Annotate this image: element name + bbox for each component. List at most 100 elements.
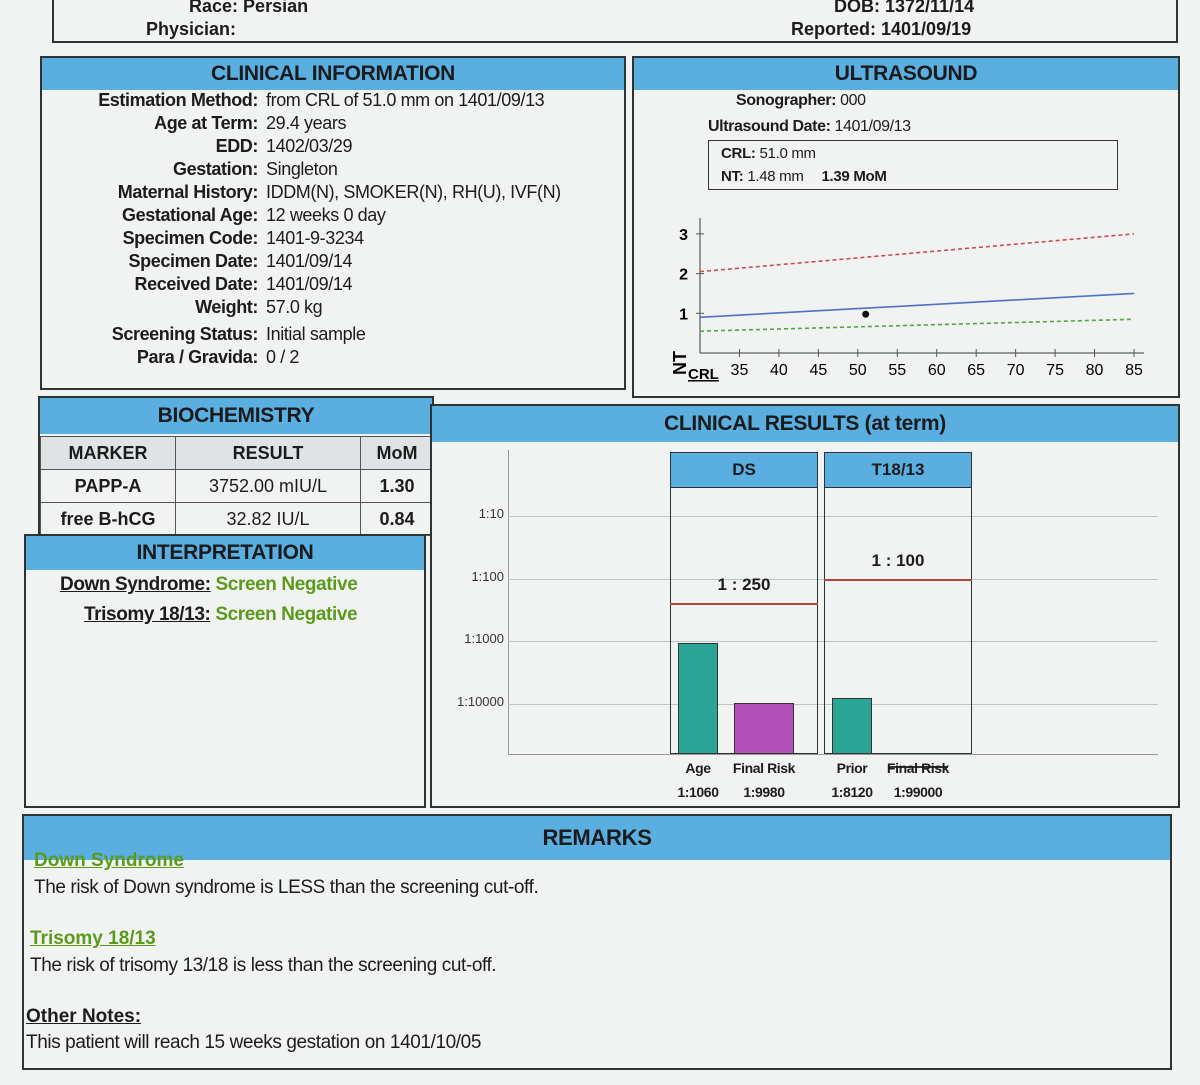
marker-header: MARKER — [40, 436, 176, 470]
x-tick-label: 55 — [888, 362, 906, 379]
us-date-value: 1401/09/13 — [834, 118, 911, 135]
group-header: T18/13 — [824, 452, 972, 488]
dob-row: DOB: 1372/11/14 — [834, 0, 974, 17]
reported-row: Reported: 1401/09/19 — [791, 19, 971, 40]
bar-label: Final Risk — [732, 760, 796, 776]
x-tick-label: 45 — [809, 362, 827, 379]
x-tick-label: 65 — [967, 362, 985, 379]
clinical-field-value: 1401/09/14 — [266, 251, 353, 271]
nt-series-line — [699, 233, 1135, 273]
ultrasound-panel: ULTRASOUND Sonographer: 000 Ultrasound D… — [632, 56, 1180, 398]
clinical-field-value: Singleton — [266, 159, 338, 179]
clinical-field-label: Specimen Date: — [128, 251, 259, 271]
us-date-row: Ultrasound Date: 1401/09/13 — [708, 118, 911, 136]
plot-baseline — [508, 754, 1158, 755]
y-tick-label: 1:10000 — [457, 693, 504, 709]
cutoff-line — [670, 603, 818, 606]
gridline — [508, 516, 1158, 517]
clinical-field-value: IDDM(N), SMOKER(N), RH(U), IVF(N) — [266, 182, 561, 202]
y-tick-label: 1:10 — [478, 506, 504, 521]
clinical-field-label: Age at Term: — [154, 113, 258, 133]
cutoff-line — [824, 578, 972, 581]
remarks-notes-heading: Other Notes: — [26, 1006, 142, 1027]
crl-label: CRL: — [721, 145, 756, 162]
x-tick-label: 40 — [770, 362, 788, 379]
clinical-field-value: 1401/09/14 — [266, 274, 353, 294]
nt-point — [862, 310, 870, 318]
clinical-field-label: Received Date: — [134, 274, 259, 294]
x-tick-label: 50 — [849, 362, 867, 379]
y-tick-label: 1:100 — [471, 568, 504, 584]
y-tick-label: 3 — [679, 227, 688, 244]
x-tick-label: 75 — [1046, 362, 1064, 379]
x-axis-label: CRL — [688, 366, 719, 383]
reported-value: 1401/09/19 — [881, 19, 972, 39]
crl-row: CRL: 51.0 mm — [721, 145, 816, 162]
bar-risk-value: 1:9980 — [743, 784, 785, 800]
patient-header-box: Race: Persian Physician: DOB: 1372/11/14… — [52, 0, 1178, 43]
remarks-notes-text: This patient will reach 15 weeks gestati… — [26, 1032, 482, 1053]
crl-nt-box: CRL: 51.0 mm NT: 1.48 mm 1.39 MoM — [708, 140, 1118, 190]
interpretation-panel: INTERPRETATION Down Syndrome: Screen Neg… — [24, 534, 426, 808]
clinical-field-value: 0 / 2 — [266, 347, 300, 367]
marker-cell: free B-hCG — [40, 502, 176, 536]
clinical-field-label: Para / Gravida: — [136, 347, 258, 367]
risk-chart: 1:10 1:100 1:1000 1:10000 DS 1 : 250 Age 1:1060… — [432, 446, 1178, 806]
clinical-field-value: 1401-9-3234 — [266, 228, 364, 248]
cutoff-label: 1 : 100 — [871, 550, 925, 570]
table-row: free B-hCG 32.82 IU/L 0.84 — [40, 502, 434, 536]
y-tick-label: 1 — [679, 306, 688, 323]
nt-series-line — [699, 318, 1135, 332]
race-row: Race: Persian — [189, 0, 308, 17]
clinical-info-title: CLINICAL INFORMATION — [42, 58, 624, 90]
interp-ds-value: Screen Negative — [215, 574, 358, 595]
bar-label: Prior — [836, 760, 868, 776]
nt-label: NT: — [721, 168, 744, 185]
bar-label: Age — [685, 760, 711, 776]
race-label: Race: — [189, 0, 239, 16]
risk-bar — [734, 703, 794, 754]
x-tick-label: 60 — [928, 362, 946, 379]
risk-bar — [678, 642, 718, 754]
clinical-results-title: CLINICAL RESULTS (at term) — [432, 406, 1178, 442]
marker-cell: PAPP-A — [40, 469, 176, 503]
clinical-results-panel: CLINICAL RESULTS (at term) 1:10 1:100 1:10… — [430, 404, 1180, 808]
y-tick-label: 1:1000 — [464, 631, 504, 646]
y-tick-label: 2 — [679, 267, 688, 284]
clinical-field-value: 57.0 kg — [266, 297, 323, 317]
group-header: DS — [670, 452, 818, 488]
bar-risk-value: 1:8120 — [831, 784, 873, 800]
bar-label: Final Risk — [886, 760, 950, 776]
interpretation-title: INTERPRETATION — [26, 536, 424, 570]
mom-cell: 1.30 — [360, 469, 434, 503]
x-tick-label: 85 — [1125, 362, 1143, 379]
remarks-t18-text: The risk of trisomy 13/18 is less than t… — [30, 955, 497, 976]
risk-bar — [832, 697, 872, 754]
result-header: RESULT — [175, 436, 361, 470]
risk-bar — [888, 765, 948, 768]
clinical-field-value: from CRL of 51.0 mm on 1401/09/13 — [266, 90, 545, 110]
clinical-field-label: Specimen Code: — [122, 228, 259, 248]
x-tick-label: 70 — [1007, 362, 1025, 379]
gridline — [508, 641, 1158, 642]
biochemistry-panel: BIOCHEMISTRY MARKER RESULT MoM PAPP-A 37… — [38, 396, 434, 536]
interp-t18-label: Trisomy 18/13: — [84, 604, 211, 625]
race-value: Persian — [243, 0, 309, 16]
mom-header: MoM — [360, 436, 434, 470]
plot-left-axis — [508, 450, 509, 754]
interp-t18-value: Screen Negative — [215, 604, 358, 625]
clinical-field-value: 29.4 years — [266, 113, 347, 133]
clinical-field-label: Weight: — [195, 297, 258, 317]
ultrasound-title: ULTRASOUND — [634, 58, 1178, 90]
remarks-panel: REMARKS Down Syndrome The risk of Down s… — [22, 814, 1172, 1070]
clinical-field-label: EDD: — [215, 136, 259, 156]
clinical-field-value: Initial sample — [266, 324, 366, 344]
biochem-header-row: MARKER RESULT MoM — [40, 436, 434, 470]
table-row: PAPP-A 3752.00 mIU/L 1.30 — [40, 469, 434, 503]
clinical-field-label: Gestation: — [172, 159, 258, 179]
sonographer-value: 000 — [840, 92, 866, 109]
physician-row: Physician: — [146, 19, 236, 40]
interp-t18-row: Trisomy 18/13: Screen Negative — [84, 604, 358, 626]
clinical-field-value: 12 weeks 0 day — [266, 205, 386, 225]
